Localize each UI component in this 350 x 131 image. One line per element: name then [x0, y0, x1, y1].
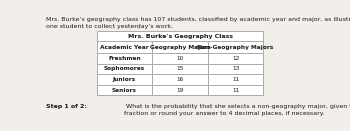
Text: Geography Majors: Geography Majors	[149, 45, 210, 50]
Text: Freshmen: Freshmen	[108, 56, 141, 61]
Text: Step 1 of 2:: Step 1 of 2:	[47, 104, 88, 109]
Text: What is the probability that she selects a non-geography major, given that she c: What is the probability that she selects…	[124, 104, 350, 116]
Bar	[97, 31, 264, 95]
Text: 11: 11	[232, 77, 239, 82]
Text: Mrs. Burke's Geography Class: Mrs. Burke's Geography Class	[127, 34, 232, 39]
Text: 15: 15	[176, 66, 184, 71]
Text: Mrs. Burke’s geography class has 107 students, classified by academic year and m: Mrs. Burke’s geography class has 107 stu…	[47, 17, 350, 29]
Text: 12: 12	[232, 56, 239, 61]
Text: 13: 13	[232, 66, 239, 71]
Text: 19: 19	[176, 88, 184, 93]
Text: 11: 11	[232, 88, 239, 93]
Text: Non-Geography Majors: Non-Geography Majors	[197, 45, 274, 50]
Text: Seniors: Seniors	[112, 88, 137, 93]
Text: 16: 16	[176, 77, 184, 82]
Text: Juniors: Juniors	[113, 77, 136, 82]
Text: Academic Year: Academic Year	[100, 45, 149, 50]
Text: Sophomores: Sophomores	[104, 66, 145, 71]
Text: 10: 10	[176, 56, 184, 61]
